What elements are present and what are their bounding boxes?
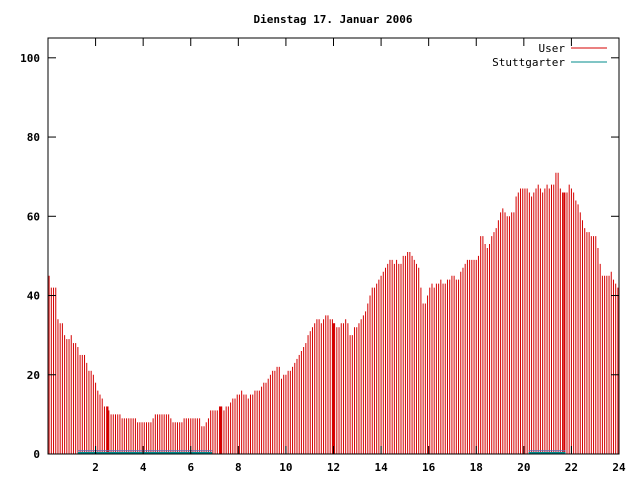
x-tick-label: 4: [140, 461, 147, 474]
x-tick-label: 20: [517, 461, 530, 474]
y-tick-label: 0: [33, 448, 40, 461]
chart-title: Dienstag 17. Januar 2006: [254, 13, 413, 26]
y-tick-label: 100: [20, 52, 40, 65]
x-tick-label: 18: [470, 461, 483, 474]
legend-user-label: User: [539, 42, 566, 55]
x-tick-label: 8: [235, 461, 242, 474]
bars-layer: [48, 172, 619, 454]
x-tick-label: 6: [187, 461, 194, 474]
x-tick-label: 12: [327, 461, 340, 474]
y-tick-label: 60: [27, 210, 40, 223]
y-tick-label: 20: [27, 369, 40, 382]
x-tick-label: 2: [92, 461, 99, 474]
y-tick-label: 80: [27, 131, 40, 144]
x-tick-label: 16: [422, 461, 436, 474]
legend: User Stuttgarter: [492, 42, 607, 69]
y-tick-label: 40: [27, 290, 40, 303]
legend-stuttgarter-label: Stuttgarter: [492, 56, 565, 69]
x-tick-label: 24: [612, 461, 626, 474]
x-tick-label: 10: [279, 461, 292, 474]
x-tick-label: 22: [565, 461, 578, 474]
x-tick-label: 14: [374, 461, 388, 474]
stuttgarter-layer: [77, 450, 566, 454]
